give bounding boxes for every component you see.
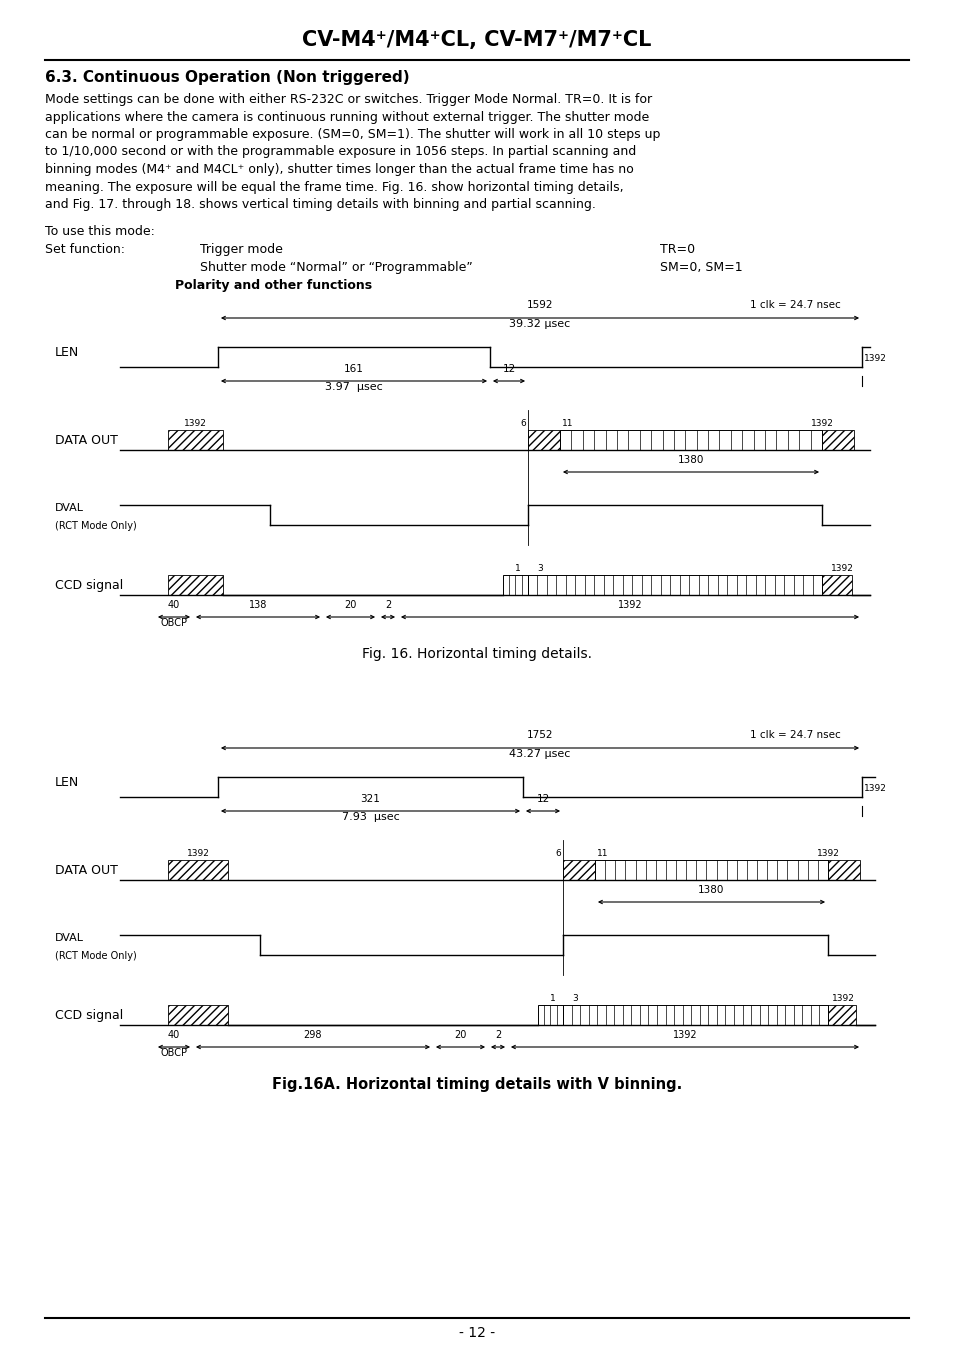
Bar xyxy=(562,1005,827,1025)
Text: 20: 20 xyxy=(454,1029,466,1040)
Text: 1: 1 xyxy=(550,994,556,1002)
Text: To use this mode:: To use this mode: xyxy=(45,226,154,238)
Text: DVAL: DVAL xyxy=(55,503,84,513)
Text: 12: 12 xyxy=(502,363,515,374)
Text: to 1/10,000 second or with the programmable exposure in 1056 steps. In partial s: to 1/10,000 second or with the programma… xyxy=(45,146,636,158)
Text: binning modes (M4⁺ and M4CL⁺ only), shutter times longer than the actual frame t: binning modes (M4⁺ and M4CL⁺ only), shut… xyxy=(45,163,633,176)
Text: applications where the camera is continuous running without external trigger. Th: applications where the camera is continu… xyxy=(45,111,649,123)
Text: and Fig. 17. through 18. shows vertical timing details with binning and partial : and Fig. 17. through 18. shows vertical … xyxy=(45,199,596,211)
Bar xyxy=(595,861,827,880)
Text: (RCT Mode Only): (RCT Mode Only) xyxy=(55,951,136,961)
Bar xyxy=(527,576,821,594)
Text: Mode settings can be done with either RS-232C or switches. Trigger Mode Normal. : Mode settings can be done with either RS… xyxy=(45,93,652,105)
Bar xyxy=(821,576,851,594)
Text: (RCT Mode Only): (RCT Mode Only) xyxy=(55,521,136,531)
Text: 6: 6 xyxy=(555,848,560,858)
Text: 1392: 1392 xyxy=(810,419,833,428)
Text: 3: 3 xyxy=(537,563,542,573)
Text: 40: 40 xyxy=(168,1029,180,1040)
Text: LEN: LEN xyxy=(55,346,79,358)
Bar xyxy=(168,576,223,594)
Text: 1 clk = 24.7 nsec: 1 clk = 24.7 nsec xyxy=(749,730,840,740)
Text: DATA OUT: DATA OUT xyxy=(55,434,118,446)
Text: LEN: LEN xyxy=(55,775,79,789)
Text: 3: 3 xyxy=(572,994,578,1002)
Bar xyxy=(527,430,559,450)
Text: DATA OUT: DATA OUT xyxy=(55,863,118,877)
Bar xyxy=(562,861,595,880)
Text: 2: 2 xyxy=(384,600,391,611)
Text: Set function:: Set function: xyxy=(45,243,125,255)
Text: 6.3. Continuous Operation (Non triggered): 6.3. Continuous Operation (Non triggered… xyxy=(45,70,409,85)
Text: 1392: 1392 xyxy=(863,784,886,793)
Text: 11: 11 xyxy=(561,419,573,428)
Text: 321: 321 xyxy=(360,794,380,804)
Text: 1392: 1392 xyxy=(816,848,839,858)
Text: 20: 20 xyxy=(344,600,356,611)
Text: Shutter mode “Normal” or “Programmable”: Shutter mode “Normal” or “Programmable” xyxy=(200,261,473,274)
Text: OBCP: OBCP xyxy=(160,1048,188,1058)
Text: 298: 298 xyxy=(303,1029,322,1040)
Text: 1392: 1392 xyxy=(672,1029,697,1040)
Text: CCD signal: CCD signal xyxy=(55,1008,123,1021)
Text: OBCP: OBCP xyxy=(160,617,188,628)
Text: 3.97  μsec: 3.97 μsec xyxy=(325,382,382,392)
Text: 6: 6 xyxy=(519,419,525,428)
Text: 2: 2 xyxy=(495,1029,500,1040)
Text: DVAL: DVAL xyxy=(55,934,84,943)
Text: 1592: 1592 xyxy=(526,300,553,309)
Text: Fig. 16. Horizontal timing details.: Fig. 16. Horizontal timing details. xyxy=(361,647,592,661)
Text: 11: 11 xyxy=(597,848,608,858)
Text: 1392: 1392 xyxy=(187,848,210,858)
Bar xyxy=(168,1005,228,1025)
Bar xyxy=(827,1005,855,1025)
Bar xyxy=(559,430,821,450)
Text: Fig.16A. Horizontal timing details with V binning.: Fig.16A. Horizontal timing details with … xyxy=(272,1077,681,1092)
Text: TR=0: TR=0 xyxy=(659,243,695,255)
Bar xyxy=(821,430,853,450)
Bar xyxy=(827,861,859,880)
Text: meaning. The exposure will be equal the frame time. Fig. 16. show horizontal tim: meaning. The exposure will be equal the … xyxy=(45,181,623,193)
Text: 1 clk = 24.7 nsec: 1 clk = 24.7 nsec xyxy=(749,300,840,309)
Bar xyxy=(537,1005,562,1025)
Bar xyxy=(168,430,223,450)
Text: 1752: 1752 xyxy=(526,730,553,740)
Text: 39.32 μsec: 39.32 μsec xyxy=(509,319,570,330)
Text: 12: 12 xyxy=(536,794,549,804)
Text: - 12 -: - 12 - xyxy=(458,1325,495,1340)
Text: 1392: 1392 xyxy=(617,600,641,611)
Text: CV-M4⁺/M4⁺CL, CV-M7⁺/M7⁺CL: CV-M4⁺/M4⁺CL, CV-M7⁺/M7⁺CL xyxy=(302,30,651,50)
Text: 1380: 1380 xyxy=(698,885,724,894)
Text: 1392: 1392 xyxy=(831,994,854,1002)
Text: can be normal or programmable exposure. (SM=0, SM=1). The shutter will work in a: can be normal or programmable exposure. … xyxy=(45,128,659,141)
Text: Polarity and other functions: Polarity and other functions xyxy=(174,280,372,292)
Text: 7.93  μsec: 7.93 μsec xyxy=(341,812,399,821)
Text: 40: 40 xyxy=(168,600,180,611)
Text: 1: 1 xyxy=(515,563,520,573)
Text: 43.27 μsec: 43.27 μsec xyxy=(509,748,570,759)
Text: 138: 138 xyxy=(249,600,267,611)
Text: SM=0, SM=1: SM=0, SM=1 xyxy=(659,261,741,274)
Text: CCD signal: CCD signal xyxy=(55,578,123,592)
Text: 1392: 1392 xyxy=(830,563,853,573)
Text: 1392: 1392 xyxy=(863,354,886,363)
Bar xyxy=(502,576,527,594)
Text: 161: 161 xyxy=(344,363,363,374)
Text: Trigger mode: Trigger mode xyxy=(200,243,283,255)
Bar xyxy=(168,861,228,880)
Text: 1392: 1392 xyxy=(184,419,207,428)
Text: 1380: 1380 xyxy=(677,455,703,465)
